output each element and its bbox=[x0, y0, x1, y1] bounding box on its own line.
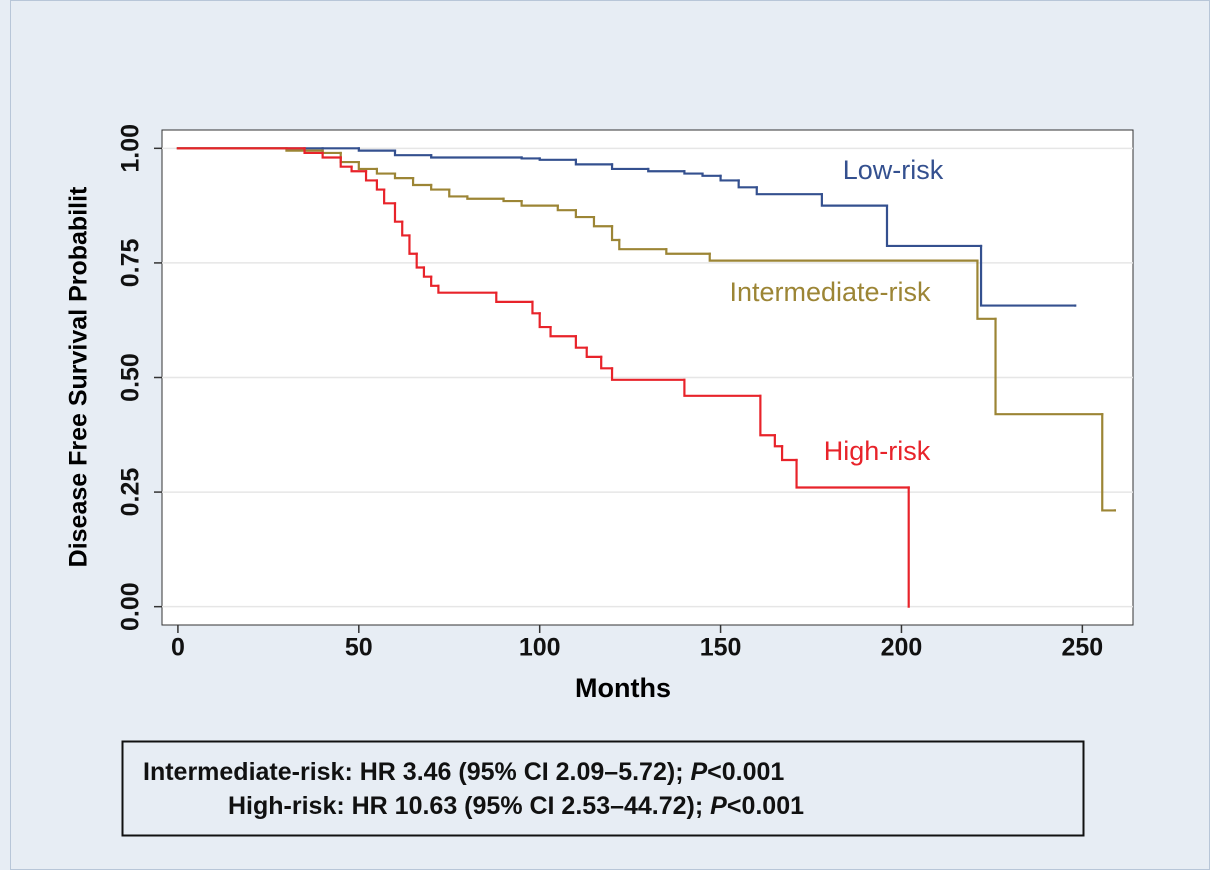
curve-step bbox=[885, 204, 983, 248]
curve-step bbox=[448, 188, 469, 198]
curve-step bbox=[466, 195, 505, 200]
curve-step bbox=[415, 252, 426, 269]
curve-step bbox=[585, 346, 603, 358]
y-tick-label: 1.00 bbox=[117, 124, 145, 173]
stats-line: Intermediate-risk: HR 3.46 (95% CI 2.09–… bbox=[143, 758, 784, 786]
curve-step bbox=[683, 170, 704, 175]
stats-line: High-risk: HR 10.63 (95% CI 2.53–44.72);… bbox=[228, 792, 804, 820]
curve-step bbox=[339, 156, 353, 168]
stats-box bbox=[121, 740, 1085, 837]
p-symbol: P bbox=[690, 758, 707, 786]
curve-step bbox=[610, 367, 686, 381]
y-tick-label: 0.00 bbox=[117, 582, 145, 631]
curve-step bbox=[759, 394, 776, 437]
curve-step bbox=[610, 163, 650, 171]
curve-step bbox=[538, 312, 552, 329]
x-tick-label: 200 bbox=[881, 634, 923, 662]
curve-step bbox=[618, 238, 668, 251]
curve-step bbox=[520, 199, 559, 207]
curve-label: Intermediate-risk bbox=[729, 277, 931, 307]
curve-step bbox=[708, 252, 979, 262]
curve-step bbox=[531, 300, 541, 315]
curve-step bbox=[357, 147, 397, 152]
y-tick-label: 0.75 bbox=[117, 238, 145, 287]
curve-step bbox=[600, 355, 614, 370]
curve-step bbox=[375, 167, 397, 175]
curve-step bbox=[375, 179, 386, 191]
curve-step bbox=[795, 458, 910, 489]
curve-step bbox=[737, 179, 758, 189]
curve-step bbox=[976, 259, 997, 320]
p-value: <0.001 bbox=[727, 792, 804, 820]
x-tick-label: 0 bbox=[171, 634, 185, 662]
curve-step bbox=[773, 434, 784, 448]
curve-step bbox=[401, 220, 411, 237]
curve-step bbox=[549, 325, 577, 338]
curve-step bbox=[755, 186, 823, 196]
curve-step bbox=[520, 156, 541, 160]
curve-step bbox=[350, 165, 368, 173]
curve-step bbox=[383, 188, 397, 205]
curve-label: Low-risk bbox=[843, 155, 944, 185]
curve-step bbox=[592, 215, 614, 228]
y-tick-label: 0.25 bbox=[117, 468, 145, 517]
curve-step bbox=[665, 248, 711, 255]
curve-step bbox=[430, 154, 523, 159]
curve-step bbox=[422, 266, 433, 278]
curve-step bbox=[430, 275, 440, 287]
stats-text: Intermediate-risk: HR 3.46 (95% CI 2.09–… bbox=[143, 758, 690, 786]
curve-step bbox=[610, 225, 621, 242]
curve-step bbox=[364, 170, 378, 182]
y-tick-label: 0.50 bbox=[117, 353, 145, 402]
x-tick-label: 250 bbox=[1061, 634, 1103, 662]
y-axis-label: Disease Free Survival Probabilit bbox=[65, 186, 93, 567]
curve-step bbox=[994, 317, 1104, 416]
curve-step bbox=[556, 204, 577, 212]
curve-step bbox=[979, 244, 1077, 307]
curve-step bbox=[495, 291, 534, 303]
curve-step bbox=[393, 172, 415, 180]
p-symbol: P bbox=[710, 792, 727, 820]
curve-step bbox=[820, 193, 889, 207]
p-value: <0.001 bbox=[707, 758, 784, 786]
x-tick-label: 50 bbox=[345, 634, 373, 662]
curve-label: High-risk bbox=[824, 436, 931, 466]
curve-step bbox=[1101, 413, 1117, 512]
curve-step bbox=[701, 172, 722, 177]
curve-step bbox=[321, 151, 342, 159]
curve-step bbox=[683, 378, 762, 397]
curve-step bbox=[538, 157, 577, 161]
curve-step bbox=[502, 197, 523, 203]
curve-step bbox=[408, 234, 418, 255]
x-tick-label: 150 bbox=[700, 634, 742, 662]
x-axis-label: Months bbox=[575, 673, 671, 703]
curve-step bbox=[393, 202, 404, 223]
curve-step bbox=[574, 158, 614, 166]
curve-step bbox=[303, 147, 324, 155]
curve-step bbox=[574, 335, 588, 349]
curve-step bbox=[393, 149, 433, 157]
curve-step bbox=[437, 284, 498, 294]
curve-step bbox=[574, 209, 596, 219]
x-tick-label: 100 bbox=[519, 634, 561, 662]
curve-step bbox=[780, 445, 798, 462]
curve-step bbox=[411, 177, 433, 187]
curve-step bbox=[719, 174, 740, 182]
curve-step bbox=[430, 183, 451, 191]
curve-step bbox=[357, 160, 378, 171]
curve-step bbox=[647, 167, 686, 173]
stats-text: High-risk: HR 10.63 (95% CI 2.53–44.72); bbox=[228, 792, 710, 820]
